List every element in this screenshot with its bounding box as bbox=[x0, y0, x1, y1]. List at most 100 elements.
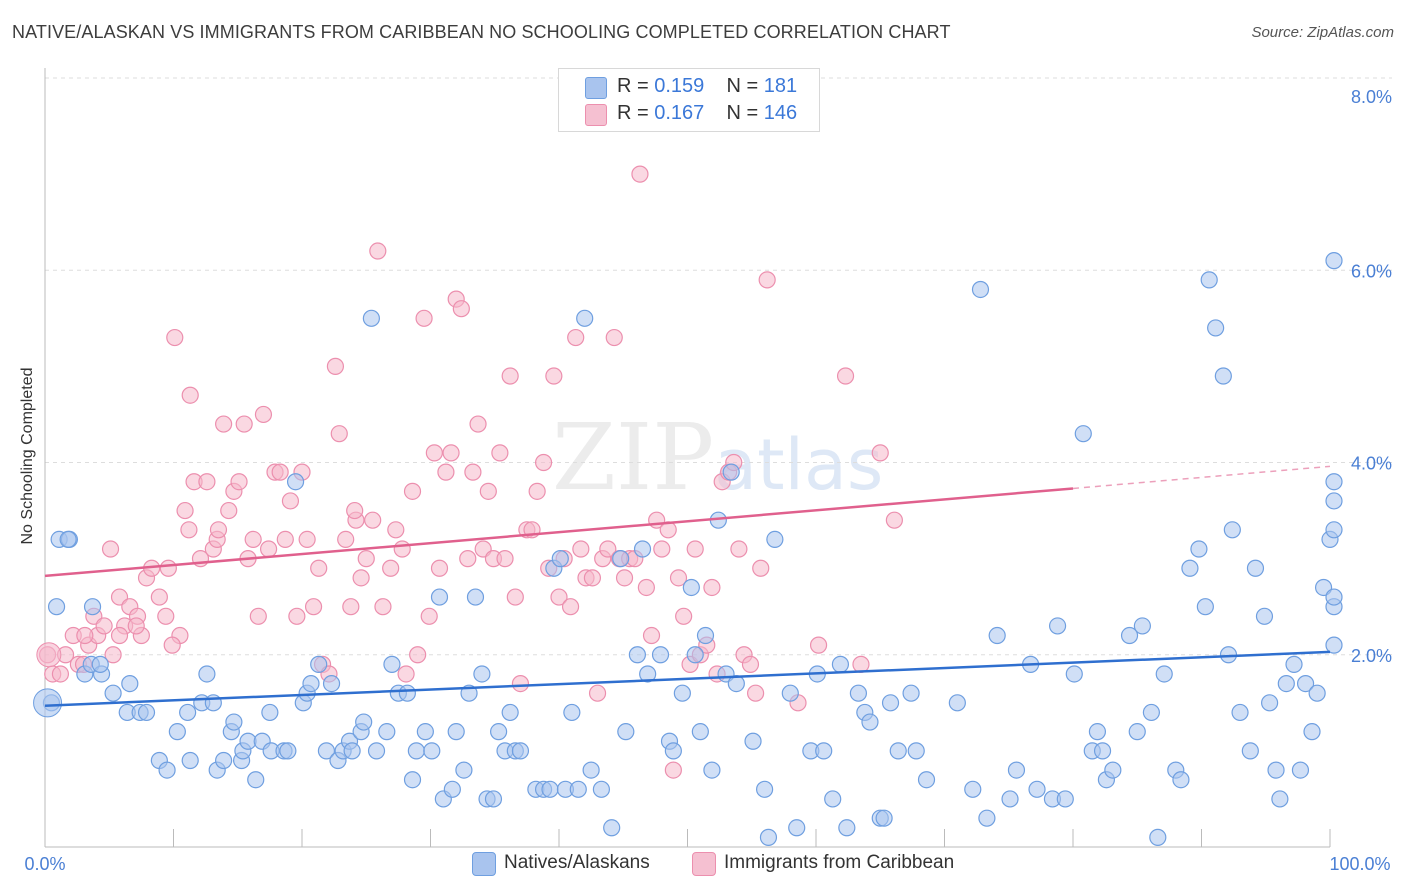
native-point bbox=[696, 626, 715, 645]
caribbean-point bbox=[730, 540, 748, 558]
caribbean-point bbox=[249, 607, 267, 625]
caribbean-point bbox=[104, 646, 122, 664]
x-tick-label-min: 0.0% bbox=[24, 854, 65, 874]
native-point bbox=[682, 578, 700, 597]
native-point bbox=[1231, 703, 1249, 722]
caribbean-point bbox=[163, 636, 181, 654]
caribbean-point bbox=[703, 578, 721, 597]
caribbean-point bbox=[430, 559, 449, 577]
native-point bbox=[633, 540, 652, 558]
caribbean-point bbox=[669, 569, 688, 587]
native-point bbox=[83, 598, 102, 616]
caribbean-point bbox=[110, 626, 129, 645]
native-point bbox=[310, 655, 328, 673]
caribbean-point bbox=[209, 521, 228, 539]
native-point bbox=[416, 723, 434, 741]
caribbean-point bbox=[567, 328, 585, 347]
x-tick-label-max: 100.0% bbox=[1329, 854, 1390, 874]
native-point bbox=[569, 780, 587, 798]
native-point bbox=[889, 742, 907, 760]
native-point bbox=[1246, 559, 1265, 577]
caribbean-point bbox=[220, 501, 238, 520]
caribbean-point bbox=[452, 300, 470, 318]
caribbean-point bbox=[528, 482, 546, 500]
caribbean-point bbox=[330, 425, 348, 443]
native-point bbox=[902, 684, 920, 702]
y-tick-label: 6.0% bbox=[1351, 261, 1392, 281]
native-point bbox=[1120, 626, 1139, 645]
native-point bbox=[563, 703, 581, 722]
native-point bbox=[398, 684, 416, 702]
legend-text-caribbean: R = 0.167 N = 146 bbox=[617, 102, 797, 125]
caribbean-point bbox=[382, 559, 400, 577]
caribbean-point bbox=[181, 386, 199, 404]
native-point bbox=[362, 309, 380, 327]
caribbean-point bbox=[464, 463, 482, 481]
caribbean-point bbox=[51, 665, 70, 683]
native-point bbox=[612, 550, 630, 568]
native-point bbox=[286, 473, 305, 491]
caribbean-point bbox=[437, 463, 455, 481]
native-point bbox=[1093, 742, 1112, 760]
native-point bbox=[1285, 655, 1303, 673]
watermark-zip: ZIP bbox=[552, 404, 715, 511]
caribbean-point bbox=[420, 607, 438, 625]
bottom-legend-label-caribbean: Immigrants from Caribbean bbox=[724, 852, 955, 873]
legend-swatch-blue bbox=[585, 77, 607, 99]
bottom-legend-swatch-pink bbox=[692, 852, 716, 876]
caribbean-point bbox=[642, 626, 661, 645]
native-point bbox=[1214, 367, 1232, 385]
native-point bbox=[686, 646, 704, 664]
native-point bbox=[1325, 636, 1343, 654]
native-point bbox=[875, 809, 893, 827]
native-point bbox=[1291, 761, 1310, 779]
native-point bbox=[455, 761, 473, 779]
native-point bbox=[1065, 665, 1083, 683]
native-point bbox=[617, 723, 635, 741]
watermark: ZIPatlas bbox=[552, 404, 883, 511]
caribbean-point bbox=[852, 655, 870, 673]
native-trend-line bbox=[44, 650, 1331, 707]
caribbean-point bbox=[387, 521, 405, 539]
caribbean-point bbox=[631, 165, 649, 183]
native-point bbox=[484, 790, 503, 808]
native-point bbox=[582, 761, 600, 779]
caribbean-point bbox=[159, 559, 177, 577]
native-point bbox=[1325, 588, 1343, 606]
caribbean-point bbox=[288, 607, 306, 625]
legend-r-value: 0.159 bbox=[654, 75, 705, 97]
caribbean-point bbox=[758, 271, 776, 289]
caribbean-point bbox=[95, 617, 113, 635]
native-point bbox=[158, 761, 176, 779]
native-point bbox=[1007, 761, 1026, 779]
native-point bbox=[225, 713, 243, 731]
caribbean-point bbox=[637, 578, 655, 597]
native-point bbox=[541, 780, 559, 798]
legend-n-label: N = bbox=[726, 75, 759, 97]
native-point bbox=[1296, 674, 1315, 693]
caribbean-point bbox=[675, 607, 693, 625]
caribbean-point bbox=[357, 550, 375, 568]
caribbean-point bbox=[885, 511, 903, 529]
native-point bbox=[1056, 790, 1074, 808]
native-point bbox=[104, 684, 122, 702]
caribbean-point bbox=[871, 444, 889, 462]
native-point bbox=[1181, 559, 1199, 577]
native-point bbox=[691, 723, 709, 741]
native-point bbox=[639, 665, 657, 683]
watermark-atlas: atlas bbox=[714, 424, 884, 506]
native-point bbox=[1104, 761, 1122, 779]
native-point bbox=[1172, 771, 1190, 789]
caribbean-trend-extension bbox=[1072, 465, 1331, 490]
caribbean-point bbox=[337, 530, 355, 549]
caribbean-point bbox=[342, 598, 360, 616]
native-point bbox=[121, 674, 139, 693]
native-point bbox=[490, 723, 508, 741]
native-point bbox=[978, 809, 996, 827]
native-point bbox=[1277, 674, 1295, 693]
native-point bbox=[592, 780, 611, 798]
native-point bbox=[1303, 723, 1321, 741]
caribbean-point bbox=[653, 540, 671, 558]
caribbean-point bbox=[741, 655, 760, 673]
